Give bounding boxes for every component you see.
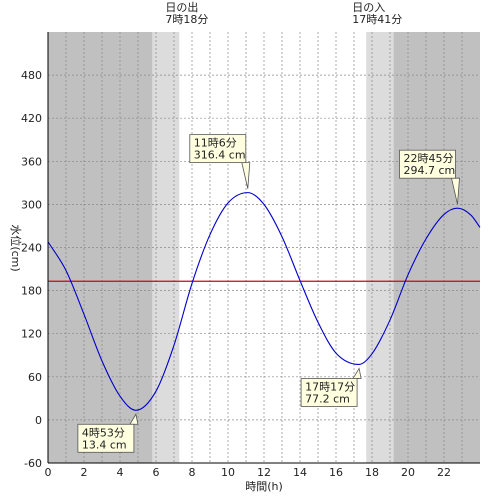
x-tick-label: 2 [81, 466, 88, 479]
y-axis-title: 水位(cm) [9, 224, 23, 271]
callout-box [300, 378, 358, 407]
callout-box [189, 134, 247, 164]
sunset-time: 17時41分 [352, 13, 402, 26]
y-tick-label: 0 [35, 414, 42, 427]
x-tick-label: 10 [221, 466, 235, 479]
y-tick-label: 300 [21, 198, 42, 211]
x-tick-label: 14 [293, 466, 307, 479]
callout-time: 17時17分 [305, 380, 355, 393]
sunrise-time: 7時18分 [165, 13, 208, 26]
tide-curve [47, 192, 481, 411]
y-tick-label: 420 [21, 112, 42, 125]
x-tick-label: 8 [189, 466, 196, 479]
x-axis-title: 時間(h) [245, 480, 283, 493]
y-tick-label: 120 [21, 328, 42, 341]
y-tick-labels: -60 0 60 120 180 240 300 360 420 480 [21, 69, 42, 470]
callout-level: 294.7 cm [404, 164, 456, 177]
x-tick-label: 6 [153, 466, 160, 479]
y-tick-label: -60 [24, 457, 42, 470]
callout-box [399, 149, 456, 179]
x-tick-label: 4 [117, 466, 124, 479]
callout-box [77, 423, 135, 453]
axes [47, 32, 480, 464]
x-tick-label: 20 [401, 466, 415, 479]
sunset-label: 日の入 [352, 1, 385, 14]
y-tick-label: 360 [21, 155, 42, 168]
x-tick-label: 12 [257, 466, 271, 479]
y-tick-label: 480 [21, 69, 42, 82]
x-tick-labels: 0 2 4 6 8 10 12 14 16 18 20 22 [45, 466, 452, 479]
y-tick-label: 240 [21, 242, 42, 255]
y-tick-label: 60 [28, 371, 42, 384]
tide-line [47, 192, 481, 411]
x-tick-label: 18 [365, 466, 379, 479]
callout-level: 13.4 cm [82, 438, 127, 451]
x-tick-label: 22 [437, 466, 451, 479]
callout-time: 4時53分 [82, 426, 125, 439]
x-tick-label: 16 [329, 466, 343, 479]
x-tick-label: 0 [45, 466, 52, 479]
callout-level: 316.4 cm [194, 149, 246, 162]
callout-time: 22時45分 [404, 152, 454, 165]
callout-time: 11時6分 [194, 137, 237, 150]
y-tick-label: 180 [21, 285, 42, 298]
callout-level: 77.2 cm [305, 392, 350, 405]
sunrise-label: 日の出 [165, 0, 198, 14]
